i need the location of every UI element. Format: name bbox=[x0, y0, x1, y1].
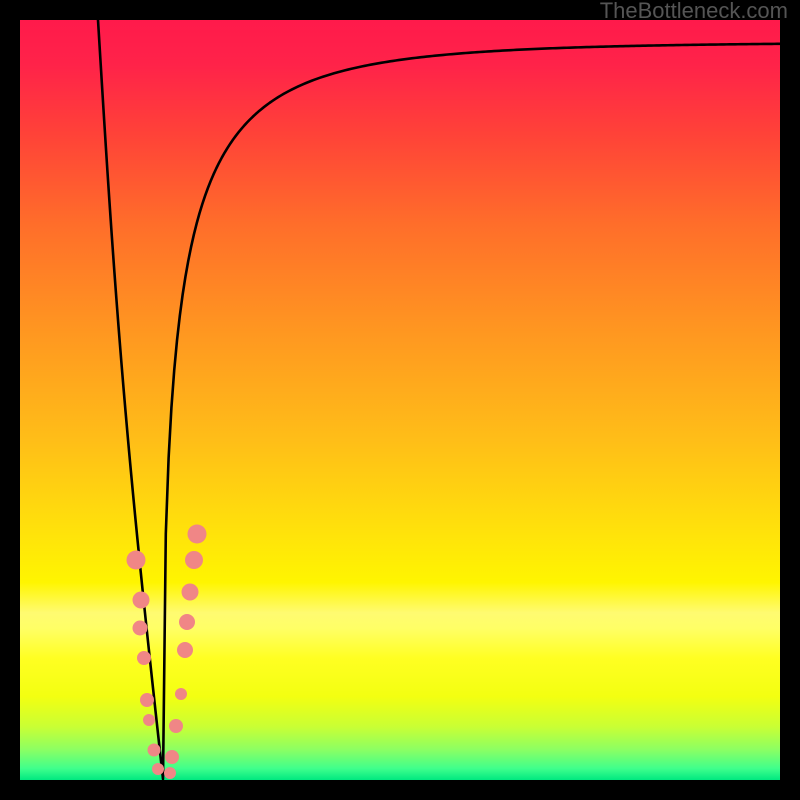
data-marker bbox=[140, 693, 154, 707]
data-marker bbox=[133, 592, 150, 609]
data-marker bbox=[165, 750, 179, 764]
data-marker bbox=[148, 744, 161, 757]
data-marker bbox=[179, 614, 195, 630]
bottleneck-chart: TheBottleneck.com bbox=[0, 0, 800, 800]
data-marker bbox=[127, 551, 146, 570]
gradient-background bbox=[20, 20, 780, 780]
data-marker bbox=[188, 525, 207, 544]
data-marker bbox=[185, 551, 203, 569]
data-marker bbox=[143, 714, 155, 726]
data-marker bbox=[182, 584, 199, 601]
data-marker bbox=[164, 767, 176, 779]
data-marker bbox=[133, 621, 148, 636]
data-marker bbox=[152, 763, 164, 775]
watermark: TheBottleneck.com bbox=[600, 0, 788, 23]
data-marker bbox=[169, 719, 183, 733]
data-marker bbox=[137, 651, 151, 665]
data-marker bbox=[175, 688, 187, 700]
data-marker bbox=[177, 642, 193, 658]
